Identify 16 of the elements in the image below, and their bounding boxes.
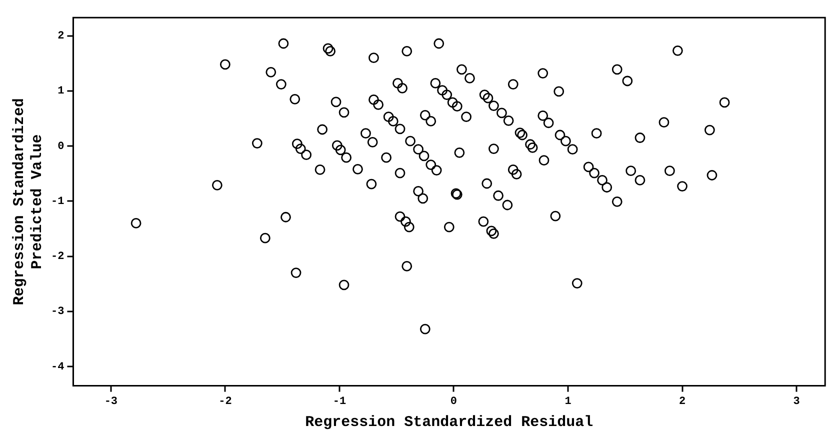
x-tick-label: 1 — [564, 396, 572, 408]
x-tick-label: -3 — [104, 396, 118, 408]
y-tick-label: 0 — [58, 140, 64, 153]
x-tick-label: 0 — [450, 396, 458, 408]
x-tick-label: 2 — [678, 396, 686, 408]
y-tick-label: -2 — [51, 251, 64, 264]
y-tick-label: -4 — [51, 361, 65, 374]
y-axis-title: Regression Standardized Predicted Value — [10, 98, 46, 306]
y-tick-label: -3 — [51, 306, 65, 318]
x-tick-label: -2 — [218, 396, 232, 408]
y-tick-label: 1 — [58, 86, 65, 98]
x-axis-title: Regression Standardized Residual — [305, 414, 594, 431]
x-tick-label: 3 — [793, 396, 800, 408]
y-tick-label: -1 — [51, 196, 65, 208]
y-tick-label: 2 — [58, 30, 64, 43]
x-tick-label: -1 — [332, 396, 346, 408]
